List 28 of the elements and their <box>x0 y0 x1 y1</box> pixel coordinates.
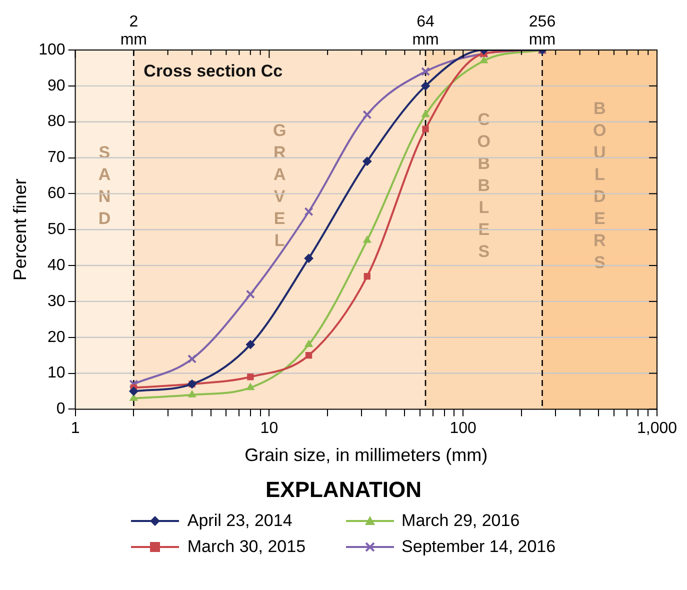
legend-label: March 30, 2015 <box>187 537 306 557</box>
legend-label: September 14, 2016 <box>402 537 556 557</box>
y-tick-label: 20 <box>48 328 66 346</box>
y-tick-label: 70 <box>48 149 66 166</box>
y-tick-label: 10 <box>48 364 66 382</box>
x-axis-title: Grain size, in millimeters (mm) <box>244 445 488 466</box>
legend-title: EXPLANATION <box>264 477 423 503</box>
band-label: SAND <box>98 143 111 228</box>
x-tick-label: 1 <box>70 420 80 438</box>
x-tick-label: 100 <box>450 420 477 438</box>
x-tick-label: 1,000 <box>636 420 678 438</box>
ref-line-label: 64 mm <box>412 13 439 48</box>
y-tick-label: 30 <box>48 292 66 310</box>
y-tick-label: 60 <box>48 185 66 202</box>
ref-line-label: 256 mm <box>528 13 556 48</box>
y-tick-label: 50 <box>48 221 66 238</box>
band-label: GRAVEL <box>272 121 286 250</box>
y-tick-label: 40 <box>48 256 66 274</box>
legend-label: March 29, 2016 <box>402 511 520 531</box>
y-tick-label: 80 <box>48 113 66 130</box>
legend-label: April 23, 2014 <box>187 511 292 531</box>
annotation: Cross section Cc <box>144 62 283 81</box>
x-tick-label: 10 <box>260 420 278 438</box>
ref-line-label: 2 mm <box>120 13 147 48</box>
y-axis-title: Percent finer <box>10 178 30 281</box>
y-tick-label: 0 <box>56 400 66 418</box>
y-tick-label: 90 <box>48 77 66 94</box>
y-tick-label: 100 <box>38 41 66 58</box>
